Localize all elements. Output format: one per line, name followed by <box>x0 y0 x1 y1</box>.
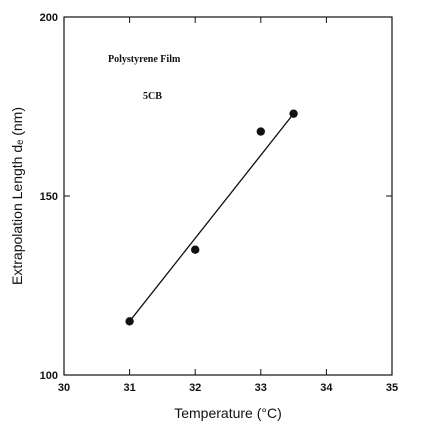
x-tick-label-1: 31 <box>123 382 135 394</box>
x-tick-label-2: 32 <box>189 382 201 394</box>
axis-ticks <box>63 16 393 376</box>
x-tick-label-3: 33 <box>255 382 267 394</box>
y-tick-label-2: 200 <box>40 12 58 24</box>
x-axis-title: Temperature (°C) <box>174 405 282 421</box>
data-point-0-1 <box>191 245 200 254</box>
y-tick-label-1: 150 <box>40 191 58 203</box>
fit-line <box>129 113 295 322</box>
annotation-polystyrene-film: Polystyrene Film <box>108 54 181 65</box>
x-tick-label-4: 34 <box>320 382 333 394</box>
tick-labels: 30 31 32 33 34 35 100 150 200 <box>40 12 398 394</box>
annotation-5cb: 5CB <box>143 91 162 102</box>
data-point-0-2 <box>256 127 265 136</box>
y-tick-label-0: 100 <box>40 370 58 382</box>
y-axis-title: Extrapolation Length dₑ (nm) <box>9 107 25 285</box>
x-tick-label-5: 35 <box>386 382 398 394</box>
data-point-0-0 <box>125 317 134 326</box>
data-points <box>125 109 298 326</box>
x-tick-label-0: 30 <box>58 382 70 394</box>
data-point-0-3 <box>289 109 298 118</box>
